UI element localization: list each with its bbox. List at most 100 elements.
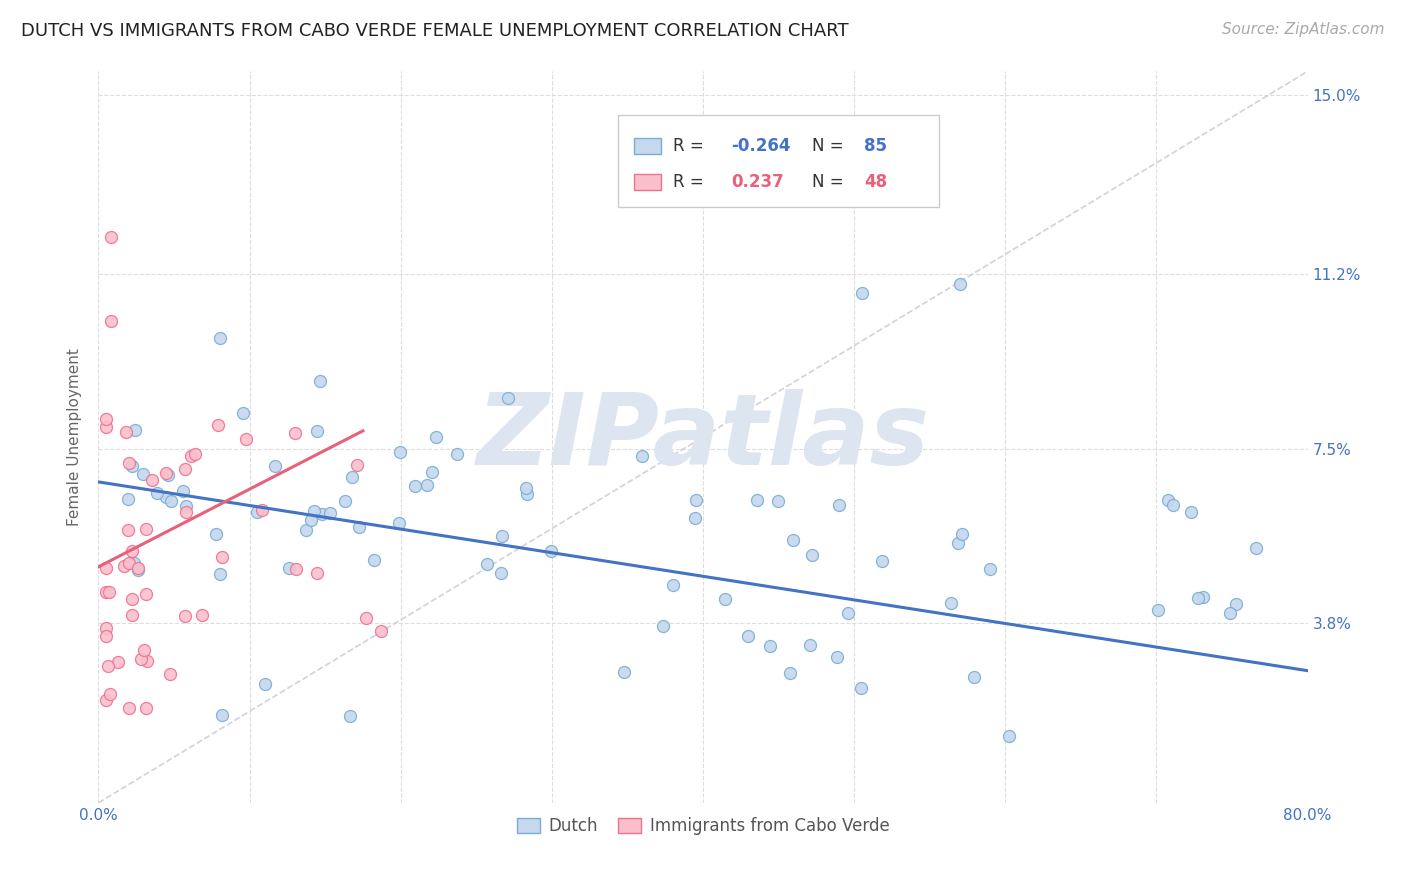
Point	[662, 578, 685, 592]
Point	[97, 585, 120, 599]
Text: R =: R =	[673, 173, 703, 191]
Point	[1187, 591, 1209, 605]
Point	[145, 486, 167, 500]
Point	[782, 533, 804, 548]
Point	[107, 655, 129, 669]
Point	[307, 566, 329, 581]
Point	[747, 492, 769, 507]
Point	[174, 499, 197, 513]
Point	[254, 677, 277, 691]
Point	[613, 665, 636, 679]
Point	[516, 487, 538, 501]
Point	[159, 667, 181, 681]
Point	[496, 391, 519, 405]
Point	[825, 650, 848, 665]
Point	[183, 447, 205, 461]
Point	[308, 374, 330, 388]
Point	[121, 544, 143, 558]
Point	[121, 458, 143, 473]
Point	[340, 469, 363, 483]
Text: Source: ZipAtlas.com: Source: ZipAtlas.com	[1222, 22, 1385, 37]
Point	[616, 182, 638, 196]
Text: ZIPatlas: ZIPatlas	[477, 389, 929, 485]
Point	[135, 654, 157, 668]
Point	[157, 467, 180, 482]
Legend: Dutch, Immigrants from Cabo Verde: Dutch, Immigrants from Cabo Verde	[510, 811, 896, 842]
FancyBboxPatch shape	[619, 115, 939, 207]
Point	[346, 458, 368, 472]
Point	[97, 658, 120, 673]
Point	[766, 493, 789, 508]
Point	[1180, 504, 1202, 518]
Point	[651, 619, 673, 633]
Point	[759, 639, 782, 653]
Point	[94, 419, 117, 434]
Point	[347, 520, 370, 534]
Point	[135, 700, 157, 714]
Point	[295, 524, 318, 538]
Point	[112, 559, 135, 574]
Point	[132, 643, 155, 657]
Point	[250, 503, 273, 517]
Point	[155, 466, 177, 480]
Point	[173, 462, 195, 476]
Point	[1219, 607, 1241, 621]
Point	[1192, 590, 1215, 604]
Text: -0.264: -0.264	[731, 136, 790, 155]
Point	[132, 467, 155, 481]
Point	[939, 596, 962, 610]
Point	[284, 561, 307, 575]
Point	[489, 566, 512, 580]
Point	[190, 608, 212, 623]
Point	[339, 708, 361, 723]
Point	[127, 563, 149, 577]
Point	[135, 522, 157, 536]
Point	[420, 465, 443, 479]
Point	[950, 527, 973, 541]
Point	[799, 638, 821, 652]
Point	[446, 447, 468, 461]
Point	[302, 504, 325, 518]
Point	[94, 561, 117, 575]
Point	[209, 331, 232, 345]
Point	[1225, 597, 1247, 611]
Point	[124, 423, 146, 437]
Point	[208, 566, 231, 581]
Point	[180, 449, 202, 463]
Point	[515, 481, 537, 495]
Point	[849, 681, 872, 696]
Point	[173, 609, 195, 624]
Point	[117, 492, 139, 507]
Point	[737, 629, 759, 643]
Point	[949, 277, 972, 291]
Point	[837, 606, 859, 620]
Point	[278, 561, 301, 575]
Point	[800, 548, 823, 562]
Point	[232, 406, 254, 420]
Point	[155, 490, 177, 504]
Point	[683, 511, 706, 525]
Point	[714, 592, 737, 607]
Point	[1157, 493, 1180, 508]
Point	[388, 445, 411, 459]
Point	[94, 629, 117, 643]
Point	[311, 508, 333, 522]
Point	[1161, 498, 1184, 512]
Point	[828, 498, 851, 512]
Point	[117, 524, 139, 538]
Point	[96, 693, 118, 707]
Point	[998, 729, 1021, 743]
Point	[141, 473, 163, 487]
Point	[118, 556, 141, 570]
Point	[425, 430, 447, 444]
Point	[284, 426, 307, 441]
Point	[121, 591, 143, 606]
Text: 85: 85	[863, 136, 887, 155]
Point	[333, 494, 356, 508]
Point	[207, 418, 229, 433]
Point	[246, 505, 269, 519]
Y-axis label: Female Unemployment: Female Unemployment	[67, 348, 83, 526]
Point	[963, 670, 986, 684]
Point	[979, 561, 1001, 575]
Point	[540, 544, 562, 558]
